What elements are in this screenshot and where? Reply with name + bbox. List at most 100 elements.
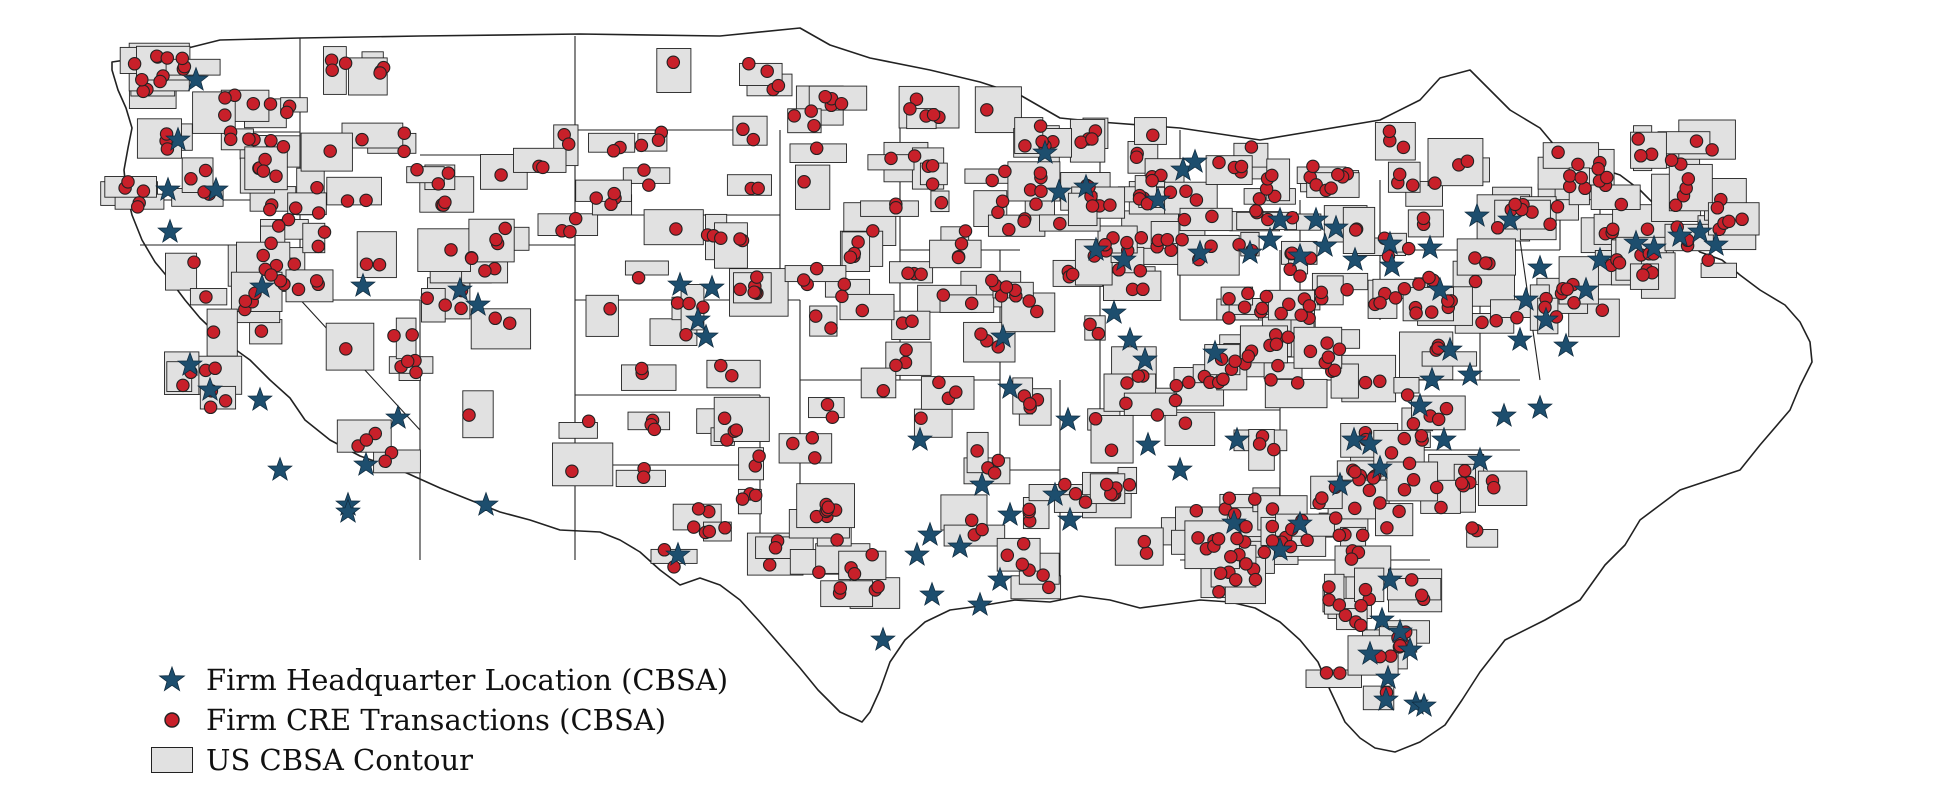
transaction-dot [405,328,419,342]
transaction-dot [1560,282,1574,296]
transaction-dot [1033,166,1048,180]
transaction-dot [563,224,577,239]
headquarter-star [1623,229,1649,254]
transaction-dot [127,57,142,71]
legend-label-cbsa: US CBSA Contour [206,743,474,777]
transaction-dot [1120,235,1134,250]
transaction-dot [1232,237,1246,252]
transaction-dot [899,343,913,357]
transaction-dot [804,104,818,118]
headquarter-star [465,291,491,316]
transaction-dot [889,358,903,373]
headquarter-star [1377,230,1403,255]
cbsa-region [1477,470,1528,506]
transaction-dot [1600,170,1614,185]
transaction-dot [634,361,649,376]
transaction-dot [964,513,979,528]
transaction-dot [1281,330,1295,344]
transaction-dot [444,243,458,257]
transaction-dot [280,105,294,120]
transaction-dot [1036,568,1050,582]
headquarter-star [990,323,1016,348]
transaction-dot [847,567,862,581]
transaction-dot [642,178,656,192]
transaction-dot [1134,231,1149,245]
headquarter-star [967,591,993,616]
transaction-dot [340,194,355,208]
transaction-dot [760,64,774,78]
transaction-dot [742,56,756,71]
transaction-dot [1412,277,1426,291]
transaction-dot [441,166,456,180]
transaction-dot [718,521,732,535]
headquarter-star [1202,339,1228,364]
transaction-dot [1022,294,1036,308]
transaction-dot [733,282,747,297]
transaction-dot [714,231,728,245]
transaction-dot [1574,171,1588,185]
headquarter-star [1419,366,1445,391]
transaction-dot [264,236,278,251]
transaction-dot [787,109,801,123]
transaction-dot [175,51,190,66]
headquarter-star [870,626,896,651]
transaction-dot [1414,588,1429,603]
headquarter-star [1342,246,1368,271]
transaction-dot [1344,552,1359,566]
transaction-dot [1302,299,1317,313]
headquarter-star [1167,456,1193,481]
transaction-dot [1327,363,1342,378]
headquarter-star [447,276,473,301]
transaction-dot [714,358,728,373]
transaction-dot [825,410,840,424]
transaction-dot [686,520,701,534]
legend-item-headquarters: Firm Headquarter Location (CBSA) [150,660,728,700]
transaction-dot [1129,150,1144,164]
transaction-dot [1265,502,1280,516]
transaction-dot [1321,350,1336,364]
headquarter-star [165,126,191,151]
transaction-dot [565,464,579,479]
transaction-dot [901,266,915,281]
transaction-dot [855,303,870,318]
transaction-dot [679,327,693,342]
transaction-dot [263,202,277,217]
transaction-dot [1293,269,1307,283]
headquarter-markers [155,66,1729,717]
headquarter-star [1224,426,1250,451]
transaction-dot [1458,464,1472,478]
transaction-dot [647,422,662,437]
transaction-dot [184,172,198,186]
transaction-dot [1146,128,1160,143]
headquarter-star [1083,236,1109,261]
transaction-dot [1640,222,1655,236]
transaction-dot [136,84,150,99]
transaction-dot [536,160,550,175]
transaction-dot [1355,528,1370,543]
transaction-dot [903,102,917,116]
transaction-dot [995,194,1010,209]
headquarter-star [1407,392,1433,417]
transaction-dot [1320,336,1334,350]
transaction-dot [1191,531,1205,545]
cbsa-region [462,390,494,439]
headquarter-star [904,541,930,566]
transaction-dot [1392,504,1406,519]
transaction-dot [1424,305,1439,319]
transaction-dot [254,324,269,338]
headquarter-star [1055,406,1081,431]
transaction-dot [1354,618,1368,633]
transaction-dot [281,212,296,227]
transaction-dot [735,492,750,506]
transaction-dot [830,533,844,547]
transaction-dot [1211,532,1226,546]
transaction-dot [634,138,649,153]
transaction-dot [1571,157,1585,172]
transaction-dot [464,251,479,266]
transaction-dot [907,149,922,163]
transaction-dot [1324,181,1338,195]
transaction-dot [1042,580,1056,595]
transaction-dot [1034,184,1048,198]
transaction-dot [1406,473,1421,487]
transaction-dot [1175,232,1189,247]
